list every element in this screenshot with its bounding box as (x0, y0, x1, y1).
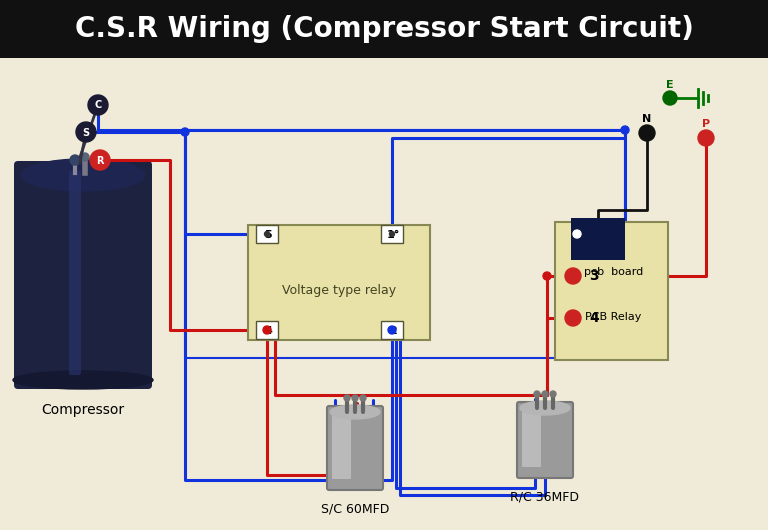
Circle shape (534, 391, 540, 397)
Text: E: E (666, 80, 674, 90)
Ellipse shape (21, 159, 145, 191)
Circle shape (565, 310, 581, 326)
Circle shape (542, 391, 548, 397)
Text: C.S.R Wiring (Compressor Start Circuit): C.S.R Wiring (Compressor Start Circuit) (74, 15, 694, 43)
Circle shape (388, 326, 396, 334)
Text: P: P (702, 119, 710, 129)
FancyBboxPatch shape (14, 161, 152, 389)
Text: PCB Relay: PCB Relay (585, 312, 642, 322)
Text: R/C 36MFD: R/C 36MFD (511, 490, 580, 503)
Circle shape (264, 328, 270, 332)
Ellipse shape (330, 405, 380, 419)
Text: Compressor: Compressor (41, 403, 124, 417)
Circle shape (81, 153, 89, 161)
Text: S/C 60MFD: S/C 60MFD (321, 502, 389, 515)
Circle shape (263, 326, 271, 334)
Ellipse shape (520, 401, 570, 415)
Text: 2: 2 (389, 325, 397, 335)
Text: 4: 4 (264, 325, 272, 335)
FancyBboxPatch shape (248, 225, 430, 340)
FancyBboxPatch shape (571, 218, 625, 260)
Text: 3: 3 (589, 269, 598, 284)
FancyBboxPatch shape (522, 411, 541, 467)
Circle shape (70, 155, 80, 165)
FancyBboxPatch shape (381, 225, 403, 243)
Ellipse shape (13, 371, 153, 389)
Text: R: R (96, 155, 104, 165)
Circle shape (90, 150, 110, 170)
Circle shape (550, 391, 556, 397)
FancyBboxPatch shape (555, 222, 668, 360)
Circle shape (573, 230, 581, 238)
Text: C: C (94, 101, 101, 110)
FancyBboxPatch shape (256, 225, 278, 243)
Circle shape (663, 91, 677, 105)
Circle shape (264, 232, 270, 236)
Text: 1°: 1° (386, 229, 399, 240)
Text: pcb  board: pcb board (584, 267, 643, 277)
Circle shape (344, 395, 350, 401)
FancyBboxPatch shape (381, 321, 403, 339)
Circle shape (181, 128, 189, 136)
Circle shape (352, 395, 358, 401)
Circle shape (76, 122, 96, 142)
Circle shape (389, 232, 395, 236)
Text: S: S (82, 128, 90, 137)
Text: N: N (642, 114, 651, 124)
FancyBboxPatch shape (69, 171, 81, 375)
Circle shape (565, 268, 581, 284)
Text: 4: 4 (589, 312, 599, 325)
Text: Voltage type relay: Voltage type relay (282, 284, 396, 297)
FancyBboxPatch shape (327, 406, 383, 490)
Circle shape (639, 125, 655, 141)
Circle shape (543, 272, 551, 280)
Circle shape (698, 130, 714, 146)
Circle shape (360, 395, 366, 401)
FancyBboxPatch shape (517, 402, 573, 478)
FancyBboxPatch shape (332, 415, 351, 479)
Text: 5: 5 (264, 229, 272, 240)
Circle shape (88, 95, 108, 115)
FancyBboxPatch shape (0, 0, 768, 58)
Circle shape (389, 328, 395, 332)
FancyBboxPatch shape (256, 321, 278, 339)
Circle shape (621, 126, 629, 134)
